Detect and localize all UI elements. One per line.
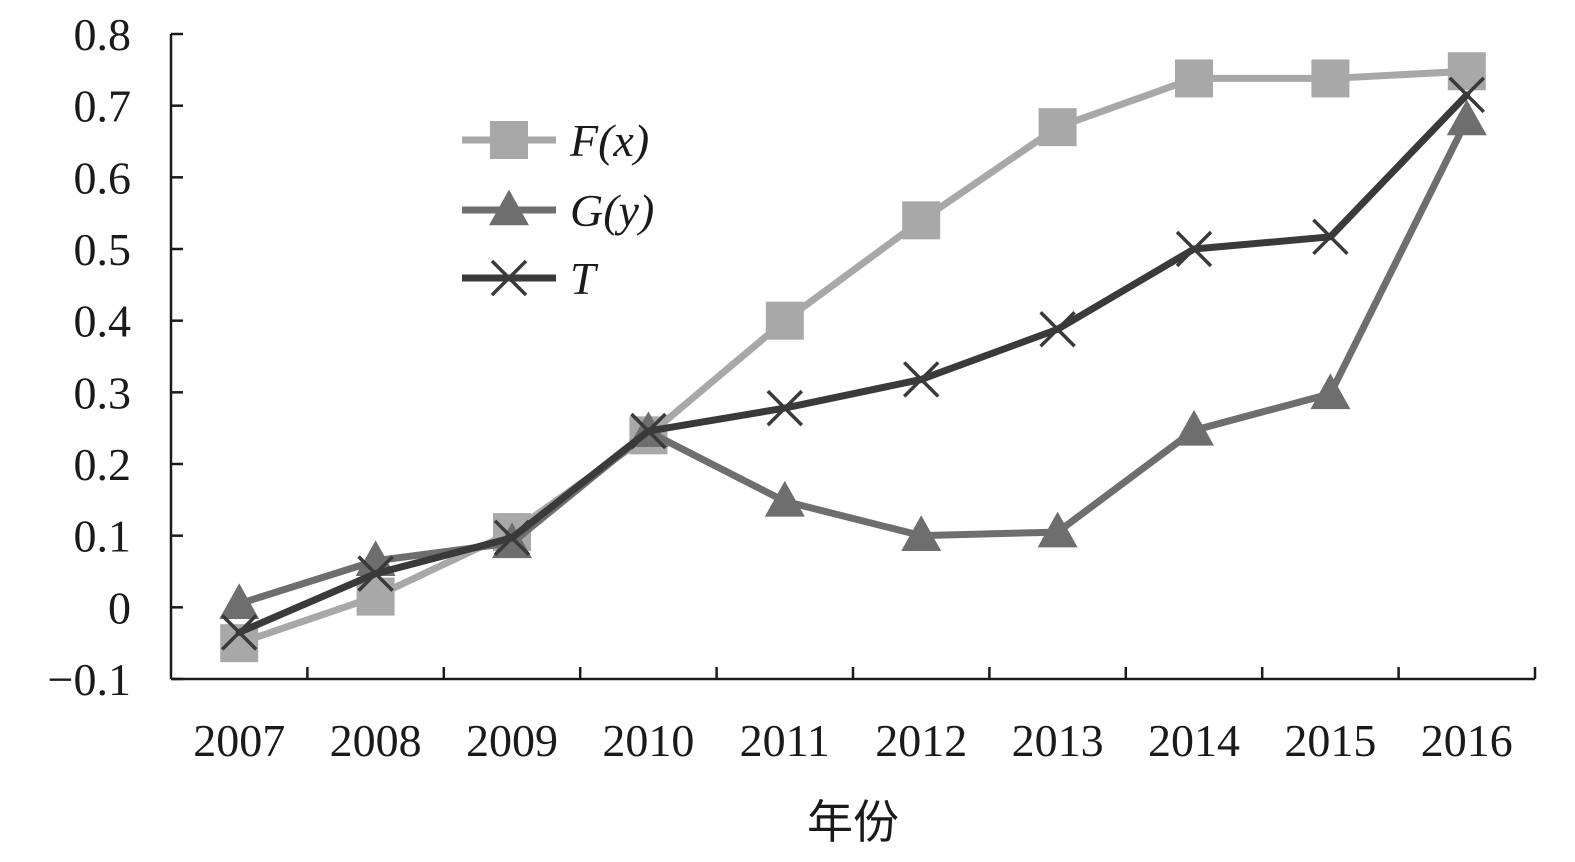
data-point-square <box>1447 52 1486 91</box>
series-2 <box>219 99 1487 620</box>
data-point-x <box>493 519 531 557</box>
data-point-x <box>1312 218 1349 256</box>
x-tick-label: 2012 <box>875 715 967 766</box>
series-3 <box>220 76 1486 651</box>
legend-item: F(x) <box>462 115 649 166</box>
y-tick-label: 0.1 <box>74 511 132 562</box>
series-1 <box>220 52 1486 663</box>
y-tick-label: 0.6 <box>74 152 132 203</box>
data-point-square <box>1175 59 1213 98</box>
data-point-x <box>220 614 258 651</box>
x-tick-label: 2013 <box>1012 715 1104 766</box>
series-line <box>235 67 1471 647</box>
legend-label: G(y) <box>570 185 654 236</box>
data-point-square <box>1038 108 1077 147</box>
legend-marker-x <box>490 259 528 297</box>
x-tick-label: 2014 <box>1148 715 1240 766</box>
data-point-square <box>765 301 804 340</box>
y-tick-label: 0.7 <box>74 81 132 132</box>
y-tick-label: 0.8 <box>74 9 132 60</box>
y-tick-label: −0.1 <box>48 654 131 705</box>
legend-label: F(x) <box>569 115 649 166</box>
data-point-square <box>1311 59 1350 98</box>
data-point-x <box>630 412 667 450</box>
y-tick-label: 0.5 <box>74 224 132 275</box>
legend-label: T <box>570 253 599 304</box>
series-line <box>235 91 1471 636</box>
x-tick-label: 2011 <box>740 715 830 766</box>
series-line <box>235 116 1471 608</box>
legend: F(x) G(y) T <box>462 115 654 304</box>
data-point-square <box>356 577 395 616</box>
data-point-x <box>1175 230 1213 268</box>
legend-marker-triangle <box>489 189 529 226</box>
y-tick-label: 0 <box>108 582 131 633</box>
data-point-triangle <box>901 515 942 551</box>
legend-item: T <box>462 253 599 304</box>
data-point-x <box>357 555 394 592</box>
data-point-triangle <box>1310 373 1351 410</box>
data-point-triangle <box>219 583 260 620</box>
series-layer <box>219 52 1487 663</box>
data-point-x <box>1448 76 1486 114</box>
data-point-square <box>902 201 941 240</box>
y-tick-label: 0.4 <box>74 296 132 347</box>
data-point-triangle <box>764 480 805 517</box>
data-point-x <box>1039 311 1076 348</box>
legend-marker-square <box>490 121 528 159</box>
x-tick-label: 2008 <box>330 715 422 766</box>
data-point-x <box>902 361 940 398</box>
x-ticks: 2007 2008 2009 2010 2011 2012 2013 2014 2015 2016 <box>193 667 1537 766</box>
x-axis-title: 年份 <box>807 797 899 848</box>
data-point-triangle <box>1037 511 1078 548</box>
y-tick-label: 0.3 <box>74 367 132 418</box>
x-tick-label: 2015 <box>1284 715 1376 766</box>
data-point-triangle <box>355 540 396 577</box>
data-point-x <box>766 389 804 427</box>
legend-item: G(y) <box>462 185 654 236</box>
y-ticks: −0.1 0 0.1 0.2 0.3 0.4 0.5 0.6 0.7 0.8 <box>48 9 183 705</box>
data-point-triangle <box>1174 409 1214 446</box>
data-point-triangle <box>1446 99 1487 136</box>
y-tick-label: 0.2 <box>74 439 132 490</box>
x-tick-label: 2016 <box>1421 715 1513 766</box>
x-tick-label: 2009 <box>466 715 558 766</box>
x-tick-label: 2007 <box>193 715 285 766</box>
x-tick-label: 2010 <box>602 715 694 766</box>
